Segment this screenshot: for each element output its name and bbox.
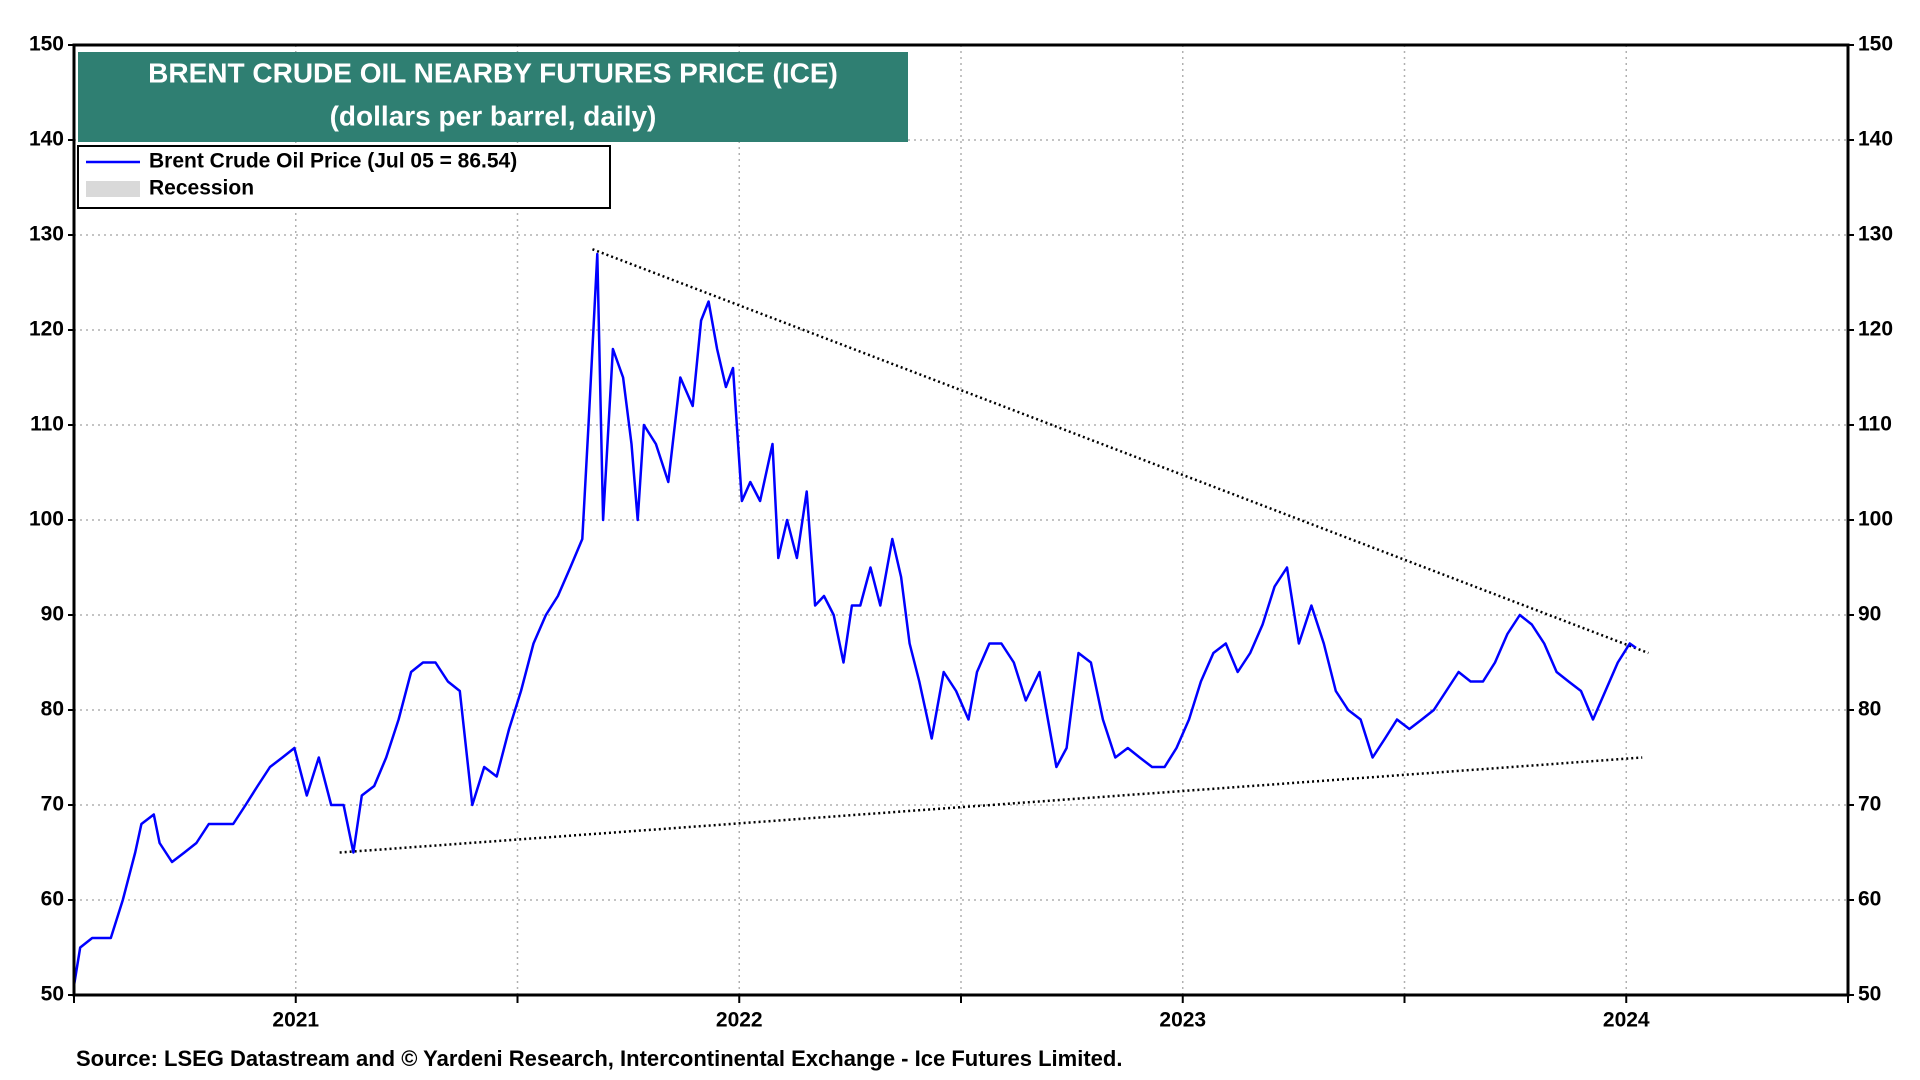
plot-frame — [72, 43, 1850, 997]
trend-line — [339, 756, 1643, 854]
series-line — [72, 252, 1637, 986]
title-box — [78, 52, 908, 142]
legend-box — [77, 145, 611, 209]
y2-tick-label: 80 — [1858, 698, 1881, 721]
chart-title: BRENT CRUDE OIL NEARBY FUTURES PRICE (IC… — [148, 57, 838, 88]
y-tick-label: 110 — [30, 413, 64, 436]
y2-tick-label: 150 — [1858, 33, 1893, 56]
y-tick-label: 130 — [29, 223, 64, 246]
y2-tick-label: 110 — [1858, 413, 1892, 436]
y2-tick-label: 120 — [1858, 318, 1893, 341]
y2-tick-label: 60 — [1858, 888, 1881, 911]
y-tick-label: 150 — [29, 33, 64, 56]
legend: Brent Crude Oil Price (Jul 05 = 86.54) Re… — [77, 145, 611, 209]
y-tick-label: 50 — [41, 983, 64, 1006]
y-tick-label: 60 — [41, 888, 64, 911]
y-tick-label: 100 — [29, 508, 64, 531]
x-tick-label: 2021 — [272, 1009, 319, 1032]
y-tick-label: 80 — [41, 698, 64, 721]
legend-label: Brent Crude Oil Price (Jul 05 = 86.54) — [149, 150, 517, 173]
y2-tick-label: 140 — [1858, 128, 1893, 151]
y2-tick-label: 50 — [1858, 983, 1881, 1006]
x-tick-label: 2023 — [1159, 1009, 1206, 1032]
y-tick-label: 90 — [41, 603, 64, 626]
chart-subtitle: (dollars per barrel, daily) — [330, 100, 657, 131]
legend-label: Recession — [149, 177, 254, 200]
y-tick-label: 120 — [29, 318, 64, 341]
source-note: Source: LSEG Datastream and © Yardeni Re… — [76, 1046, 1122, 1071]
x-tick-label: 2022 — [716, 1009, 763, 1032]
y2-tick-label: 70 — [1858, 793, 1881, 816]
y2-tick-label: 90 — [1858, 603, 1881, 626]
y2-tick-label: 130 — [1858, 223, 1893, 246]
legend-swatch — [86, 181, 140, 197]
y-tick-label: 70 — [41, 793, 64, 816]
trend-line — [592, 248, 1649, 655]
x-tick-label: 2024 — [1603, 1009, 1650, 1032]
y-tick-label: 140 — [29, 128, 64, 151]
y2-tick-label: 100 — [1858, 508, 1893, 531]
